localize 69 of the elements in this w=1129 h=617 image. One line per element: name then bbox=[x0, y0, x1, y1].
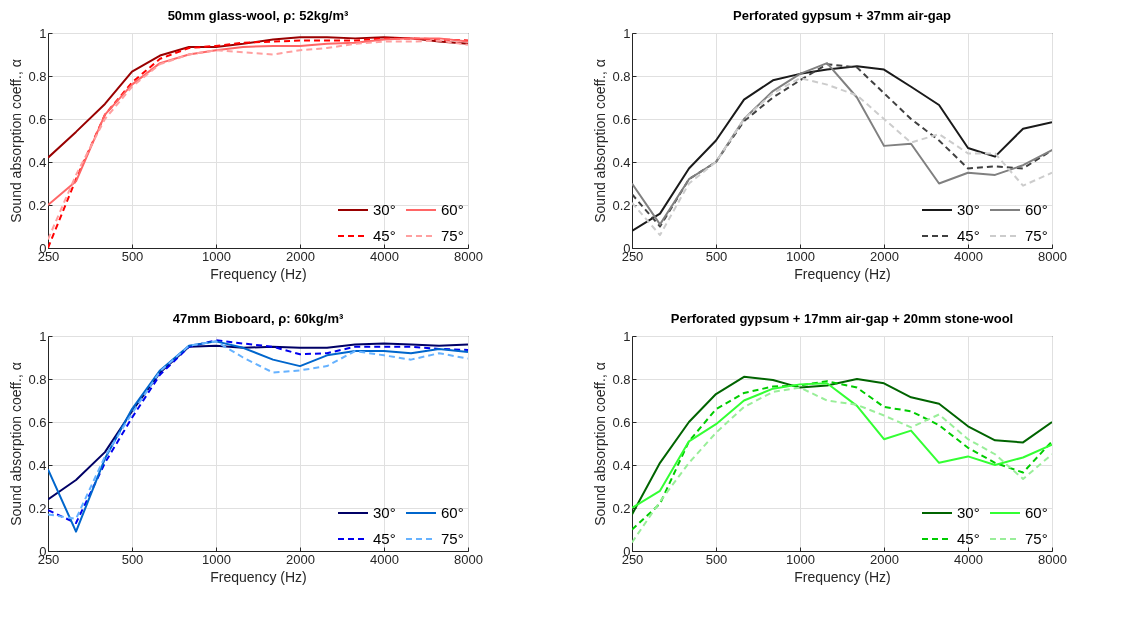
x-axis-title: Frequency (Hz) bbox=[210, 265, 307, 282]
x-tick-label: 8000 bbox=[454, 551, 483, 567]
y-tick-label: 0.6 bbox=[612, 111, 631, 127]
y-axis-title: Sound absorption coeff., α bbox=[8, 59, 25, 223]
x-tick-label: 8000 bbox=[1038, 248, 1067, 264]
x-axis-title: Frequency (Hz) bbox=[210, 568, 307, 585]
y-tick-label: 0.8 bbox=[28, 68, 47, 84]
y-tick-label: 0.4 bbox=[28, 154, 47, 170]
legend-label: 45° bbox=[957, 227, 980, 244]
x-tick-label: 500 bbox=[121, 551, 144, 567]
x-tick-label: 2000 bbox=[286, 248, 315, 264]
chart-title: 47mm Bioboard, ρ: 60kg/m³ bbox=[172, 311, 344, 326]
y-tick-label: 1 bbox=[623, 328, 631, 344]
legend-label: 75° bbox=[441, 530, 464, 547]
y-tick-label: 1 bbox=[39, 25, 47, 41]
legend-label: 60° bbox=[441, 504, 464, 521]
x-tick-label: 1000 bbox=[786, 551, 815, 567]
y-tick-label: 0.2 bbox=[28, 197, 47, 213]
legend-label: 60° bbox=[1025, 504, 1048, 521]
x-tick-label: 2000 bbox=[286, 551, 315, 567]
legend-label: 30° bbox=[373, 201, 396, 218]
x-tick-label: 1000 bbox=[786, 248, 815, 264]
chart-title: Perforated gypsum + 37mm air-gap bbox=[733, 8, 951, 23]
x-tick-label: 500 bbox=[121, 248, 144, 264]
chart-title: 50mm glass-wool, ρ: 52kg/m³ bbox=[167, 8, 350, 23]
y-axis-title: Sound absorption coeff., α bbox=[592, 59, 609, 223]
legend-label: 45° bbox=[373, 227, 396, 244]
y-tick-label: 0.4 bbox=[612, 154, 631, 170]
y-tick-label: 1 bbox=[623, 25, 631, 41]
x-tick-label: 4000 bbox=[370, 248, 399, 264]
x-tick-label: 2000 bbox=[870, 248, 899, 264]
y-tick-label: 0.4 bbox=[612, 457, 631, 473]
legend-label: 45° bbox=[957, 530, 980, 547]
x-axis-title: Frequency (Hz) bbox=[794, 568, 891, 585]
y-tick-label: 0.2 bbox=[28, 500, 47, 516]
x-tick-label: 4000 bbox=[954, 551, 983, 567]
y-tick-label: 1 bbox=[39, 328, 47, 344]
x-tick-label: 2000 bbox=[870, 551, 899, 567]
legend-label: 60° bbox=[441, 201, 464, 218]
x-tick-label: 1000 bbox=[202, 248, 231, 264]
y-tick-label: 0.8 bbox=[612, 371, 631, 387]
y-tick-label: 0.2 bbox=[612, 197, 631, 213]
x-tick-label: 4000 bbox=[370, 551, 399, 567]
x-tick-label: 1000 bbox=[202, 551, 231, 567]
legend-label: 30° bbox=[373, 504, 396, 521]
legend-label: 60° bbox=[1025, 201, 1048, 218]
legend-label: 75° bbox=[1025, 227, 1048, 244]
line-series bbox=[48, 37, 468, 206]
x-tick-label: 4000 bbox=[954, 248, 983, 264]
y-tick-label: 0.6 bbox=[28, 111, 47, 127]
x-axis-title: Frequency (Hz) bbox=[794, 265, 891, 282]
legend-label: 45° bbox=[373, 530, 396, 547]
y-tick-label: 0.8 bbox=[612, 68, 631, 84]
y-axis-title: Sound absorption coeff., α bbox=[592, 362, 609, 526]
legend-label: 75° bbox=[1025, 530, 1048, 547]
chart-title: Perforated gypsum + 17mm air-gap + 20mm stone-wool bbox=[670, 311, 1014, 326]
legend-label: 30° bbox=[957, 201, 980, 218]
y-axis-title: Sound absorption coeff., α bbox=[8, 362, 25, 526]
x-tick-label: 500 bbox=[705, 551, 728, 567]
y-tick-label: 0.8 bbox=[28, 371, 47, 387]
y-tick-label: 0.6 bbox=[612, 414, 631, 430]
y-tick-label: 0.6 bbox=[28, 414, 47, 430]
x-tick-label: 500 bbox=[705, 248, 728, 264]
legend-label: 30° bbox=[957, 504, 980, 521]
x-tick-label: 8000 bbox=[1038, 551, 1067, 567]
x-tick-label: 8000 bbox=[454, 248, 483, 264]
y-tick-label: 0.2 bbox=[612, 500, 631, 516]
legend-label: 75° bbox=[441, 227, 464, 244]
y-tick-label: 0.4 bbox=[28, 457, 47, 473]
